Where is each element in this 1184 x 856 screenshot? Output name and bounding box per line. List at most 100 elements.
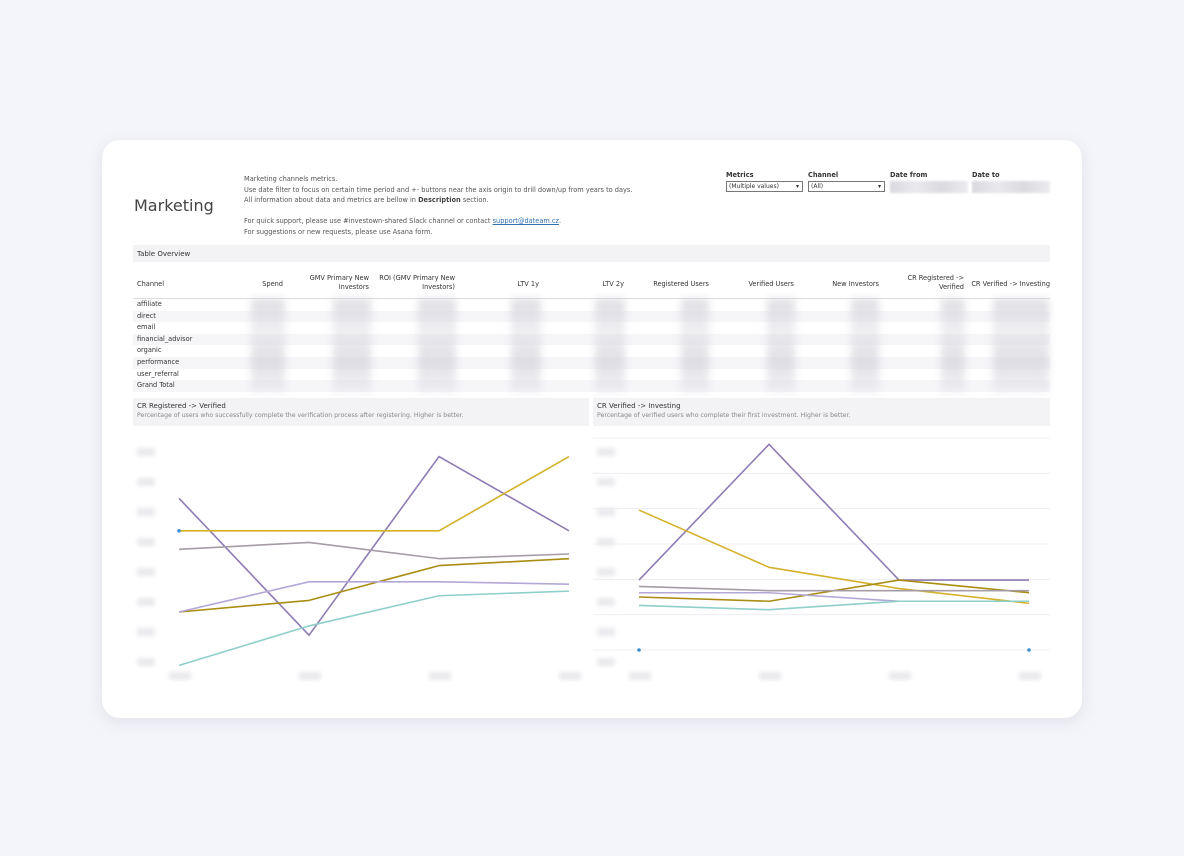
description-line: For quick support, please use #investown… [244,216,674,227]
right-chart-title: CR Verified -> Investing [597,402,681,410]
series-line [638,600,1029,611]
y-tick-label-blurred [597,448,615,456]
right-chart-header: CR Verified -> Investing Percentage of v… [593,398,1050,426]
table-row: Grand Total [133,380,1050,392]
data-point-marker [177,529,181,533]
x-tick-label-blurred [429,672,451,680]
metrics-dropdown[interactable]: (Multiple values) ▾ [726,181,803,192]
table-row: affiliate [137,300,162,308]
date-from-input[interactable] [890,181,968,193]
channel-filter-label: Channel [808,171,839,179]
description-line: Use date filter to focus on certain time… [244,185,633,194]
channel-filter: Channel (All) ▾ [808,171,885,192]
dashboard-description: Marketing channels metrics. Use date fil… [244,174,674,237]
metrics-filter: Metrics (Multiple values) ▾ [726,171,803,192]
column-header[interactable]: Channel [137,280,165,288]
channel-dropdown[interactable]: (All) ▾ [808,181,885,192]
date-to-filter: Date to [972,171,1050,193]
table-row: financial_advisor [133,333,1050,346]
metrics-filter-label: Metrics [726,171,754,179]
blurred-column [333,299,371,393]
channel-dropdown-value: (All) [811,183,824,190]
y-tick-label-blurred [137,508,155,516]
y-tick-label-blurred [597,538,615,546]
description-line: For suggestions or new requests, please … [244,227,433,236]
series-line [179,455,570,532]
data-point-marker [1027,648,1031,652]
blurred-column [767,299,795,393]
column-header[interactable]: CR Registered -> Verified [907,274,964,291]
date-from-filter: Date from [890,171,968,193]
x-tick-label-blurred [1019,672,1041,680]
table-row: user_referral [137,369,179,378]
column-header[interactable]: GMV Primary New Investors [309,274,369,291]
y-tick-label-blurred [137,658,155,666]
table-row: direct [133,310,1050,323]
series-line [178,557,570,613]
column-header[interactable]: CR Verified -> Investing [971,280,1050,288]
blurred-column [993,299,1049,393]
chevron-down-icon: ▾ [795,183,799,190]
blurred-column [511,299,541,393]
dashboard-card: Marketing Marketing channels metrics. Us… [102,140,1082,718]
x-tick-label-blurred [559,672,581,680]
date-to-input[interactable] [972,181,1050,193]
column-header[interactable]: LTV 2y [602,280,625,288]
left-line-chart[interactable] [133,428,589,682]
x-tick-label-blurred [169,672,191,680]
series-line [178,541,570,560]
description-bold: Description [418,196,461,204]
blurred-column [418,299,456,393]
blurred-column [595,299,625,393]
table-row: organic [137,346,162,355]
y-tick-label-blurred [597,658,615,666]
description-text: All information about data and metrics a… [244,196,419,204]
column-header[interactable]: Registered Users [653,280,709,288]
blurred-column [251,299,285,393]
y-tick-label-blurred [597,628,615,636]
y-tick-label-blurred [597,478,615,486]
description-text: For quick support, please use #investown… [244,217,493,225]
y-tick-label-blurred [137,568,155,576]
column-header[interactable]: New Investors [832,280,879,288]
blurred-column [681,299,709,393]
right-chart-subtitle: Percentage of verified users who complet… [597,412,851,419]
series-line [178,590,570,667]
y-tick-label-blurred [597,568,615,576]
date-from-label: Date from [890,171,928,179]
column-header[interactable]: Verified Users [748,280,794,288]
y-tick-label-blurred [137,478,155,486]
x-tick-label-blurred [299,672,321,680]
y-tick-label-blurred [137,538,155,546]
description-line: Marketing channels metrics. [244,175,338,183]
support-email-link[interactable]: support@dateam.cz [492,217,560,225]
column-header[interactable]: ROI (GMV Primary New Investors) [379,274,455,291]
description-line: All information about data and metrics a… [244,195,674,206]
left-chart-subtitle: Percentage of users who successfully com… [137,412,464,419]
y-tick-label-blurred [137,448,155,456]
series-line [638,585,1029,592]
table-row: email [137,323,156,332]
blurred-column [941,299,965,393]
column-header[interactable]: LTV 1y [517,280,540,288]
x-tick-label-blurred [759,672,781,680]
table-header: Channel Spend GMV Primary New Investors … [133,270,1050,298]
column-header[interactable]: Spend [262,280,283,288]
x-tick-label-blurred [629,672,651,680]
left-chart-title: CR Registered -> Verified [137,402,226,410]
y-tick-label-blurred [137,598,155,606]
description-text: section. [460,196,489,204]
left-chart-header: CR Registered -> Verified Percentage of … [133,398,589,426]
data-point-marker [637,648,641,652]
y-tick-label-blurred [597,598,615,606]
metrics-dropdown-value: (Multiple values) [729,183,779,190]
date-to-label: Date to [972,171,1000,179]
chevron-down-icon: ▾ [877,183,881,190]
description-text: . [559,217,562,225]
x-tick-label-blurred [889,672,911,680]
right-line-chart[interactable] [593,428,1050,682]
y-tick-label-blurred [137,628,155,636]
series-line [638,509,1030,605]
table-row: performance [133,356,1050,369]
